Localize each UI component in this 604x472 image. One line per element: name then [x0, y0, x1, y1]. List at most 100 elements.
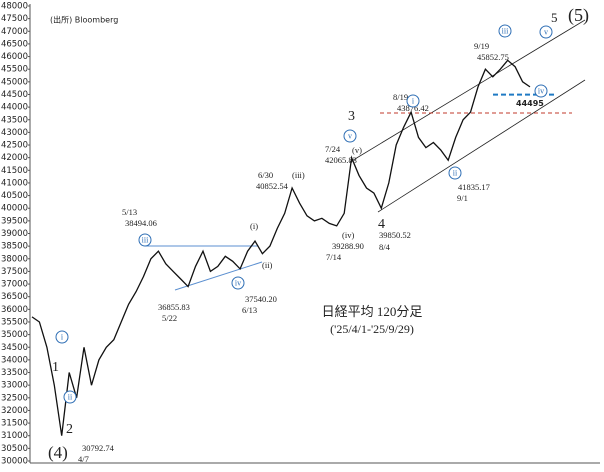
- y-tick-label: 32000: [1, 406, 28, 416]
- annotation: 3: [348, 109, 355, 124]
- price-line: [31, 59, 531, 436]
- y-tick-label: 31000: [1, 431, 28, 441]
- wave-label: i: [61, 332, 64, 341]
- annotation: 4/7: [78, 454, 89, 464]
- annotation: (iv): [342, 230, 354, 240]
- y-tick-label: 39500: [1, 216, 28, 226]
- reference-label: 44495: [516, 99, 544, 108]
- chart-title: 日経平均 120分足: [322, 304, 423, 319]
- y-tick-label: 38000: [1, 254, 28, 264]
- wave-label: iii: [502, 26, 509, 35]
- annotation: 2: [66, 422, 73, 437]
- wave-circle: [539, 25, 553, 39]
- wave-label: v: [544, 27, 548, 36]
- annotation: 9/1: [457, 193, 468, 203]
- y-tick-label: 38500: [1, 242, 28, 252]
- annotation: 39288.90: [332, 241, 364, 251]
- annotation: (5): [568, 5, 589, 26]
- y-tick-label: 33500: [1, 368, 28, 378]
- wave-label: iv: [235, 278, 241, 287]
- wave-circle: [55, 330, 69, 344]
- upper-channel: [349, 19, 586, 163]
- source: (出所) Bloomberg: [50, 15, 118, 25]
- wave-circle: [231, 276, 245, 290]
- annotation: (i): [250, 221, 258, 231]
- annotation: (iii): [292, 170, 305, 180]
- wave-circle: [498, 24, 512, 38]
- annotation: 5/13: [122, 207, 137, 217]
- y-tick-label: 37500: [1, 267, 28, 277]
- wave-circle: [448, 166, 462, 180]
- annotation: 36855.83: [158, 302, 190, 312]
- annotation: 45852.75: [477, 52, 509, 62]
- y-tick-label: 35500: [1, 317, 28, 327]
- y-tick-label: 36000: [1, 305, 28, 315]
- y-tick-label: 32500: [1, 393, 28, 403]
- wave-label: iv: [538, 86, 544, 95]
- y-tick-label: 40000: [1, 204, 28, 214]
- wave-label: iii: [142, 235, 149, 244]
- annotation: 7/24: [325, 144, 341, 154]
- annotation: 7/14: [326, 252, 342, 262]
- triangle-bottom: [174, 261, 263, 291]
- y-tick-label: 34000: [1, 355, 28, 365]
- y-tick-label: 41500: [1, 166, 28, 176]
- annotation: 38494.06: [125, 218, 157, 228]
- annotation: 9/19: [474, 41, 489, 51]
- y-tick-label: 40500: [1, 191, 28, 201]
- wave-label: ii: [68, 392, 73, 401]
- annotation: (4): [48, 443, 68, 462]
- wave-circle: [63, 390, 77, 404]
- y-tick-label: 44000: [1, 103, 28, 113]
- y-tick-label: 44500: [1, 90, 28, 100]
- annotation: 5/22: [162, 313, 177, 323]
- annotation: 5: [551, 10, 558, 25]
- y-tick-label: 45000: [1, 77, 28, 87]
- chart-subtitle: ('25/4/1-'25/9/29): [330, 322, 414, 336]
- y-tick-label: 35000: [1, 330, 28, 340]
- wave-label: v: [348, 131, 352, 140]
- y-tick-label: 43000: [1, 128, 28, 138]
- annotation: (v): [352, 145, 362, 155]
- y-tick-label: 43500: [1, 115, 28, 125]
- wave-label: ii: [453, 168, 458, 177]
- annotation: 40852.54: [256, 181, 289, 191]
- y-tick-label: 39000: [1, 229, 28, 239]
- annotation: 4: [378, 217, 385, 232]
- y-tick-label: 46500: [1, 39, 28, 49]
- y-tick-label: 36500: [1, 292, 28, 302]
- wave-circle: [534, 84, 548, 98]
- annotation: 6/13: [242, 305, 257, 315]
- y-tick-label: 34500: [1, 343, 28, 353]
- annotation: 43876.42: [397, 103, 429, 113]
- annotation: 8/19: [393, 92, 408, 102]
- y-tick-label: 41000: [1, 178, 28, 188]
- annotation: 6/30: [258, 170, 273, 180]
- y-tick-label: 42500: [1, 141, 28, 151]
- wave-circle: [343, 129, 357, 143]
- annotation: 37540.20: [245, 294, 277, 304]
- annotation: 39850.52: [379, 230, 411, 240]
- y-tick-label: 42000: [1, 153, 28, 163]
- annotation: (ii): [262, 260, 273, 270]
- y-tick-label: 31500: [1, 419, 28, 429]
- y-tick-label: 48000: [1, 2, 28, 12]
- annotation: 8/4: [379, 242, 391, 252]
- annotation: 42065.83: [325, 155, 357, 165]
- wave-circle: [406, 94, 420, 108]
- annotation: 30792.74: [82, 443, 115, 453]
- annotation: 41835.17: [458, 182, 490, 192]
- y-tick-label: 45500: [1, 65, 28, 75]
- wave-label: i: [412, 96, 415, 105]
- y-tick-label: 46000: [1, 52, 28, 62]
- lower-channel: [377, 79, 586, 213]
- y-tick-label: 37000: [1, 280, 28, 290]
- y-tick-label: 33000: [1, 381, 28, 391]
- y-tick-label: 30500: [1, 444, 28, 454]
- y-tick-label: 47500: [1, 14, 28, 24]
- y-tick-label: 30000: [1, 457, 28, 467]
- annotation: 1: [52, 360, 59, 375]
- wave-circle: [138, 233, 152, 247]
